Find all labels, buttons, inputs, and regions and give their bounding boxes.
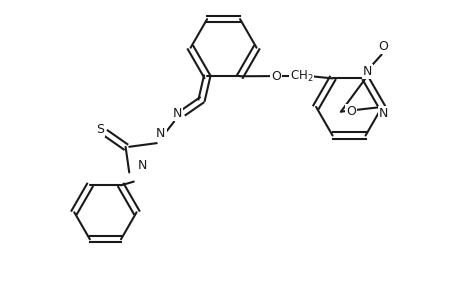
Text: N: N: [362, 65, 371, 78]
Text: N: N: [173, 107, 182, 120]
Text: N: N: [378, 107, 388, 120]
Text: O: O: [378, 40, 387, 53]
Text: N: N: [156, 127, 165, 140]
Text: N: N: [137, 159, 146, 172]
Text: O: O: [271, 70, 280, 83]
Text: O: O: [345, 105, 355, 118]
Text: S: S: [96, 123, 104, 136]
Text: CH$_2$: CH$_2$: [289, 69, 313, 84]
